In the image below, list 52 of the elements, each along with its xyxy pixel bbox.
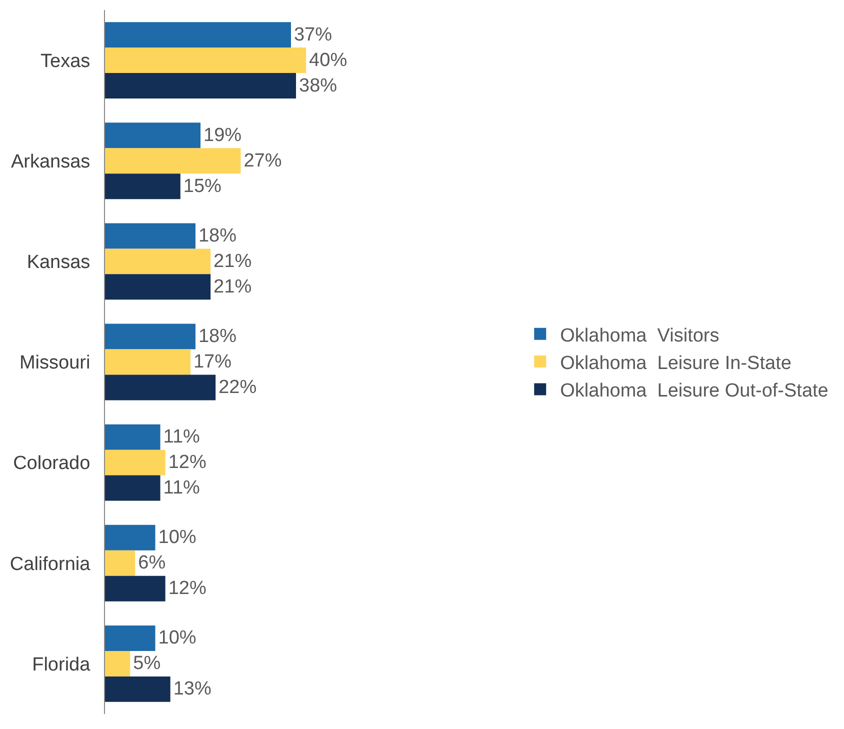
bar <box>105 148 241 174</box>
data-label: 11% <box>163 426 200 448</box>
data-label: 38% <box>299 75 338 96</box>
bar <box>105 48 306 74</box>
bar <box>105 274 211 300</box>
data-label: 10% <box>158 527 196 548</box>
bar <box>105 324 196 350</box>
bar <box>105 475 160 501</box>
bar <box>105 122 200 148</box>
bar <box>105 524 156 550</box>
bar <box>105 223 196 249</box>
data-label: 21% <box>214 250 252 272</box>
data-label: 17% <box>193 352 232 372</box>
data-label: 27% <box>244 150 282 172</box>
bar <box>105 650 130 676</box>
bar <box>105 349 190 375</box>
data-label: 13% <box>173 678 212 700</box>
y-tick-label: California <box>10 554 91 575</box>
data-label: 12% <box>168 452 206 474</box>
bar <box>105 550 136 576</box>
data-label: 40% <box>309 50 348 71</box>
legend-label: Oklahoma Visitors <box>560 325 720 346</box>
bar <box>105 374 216 400</box>
legend-label: Oklahoma Leisure Out-of-State <box>560 380 828 402</box>
y-tick-label: Kansas <box>26 252 90 274</box>
y-tick-label: Texas <box>40 50 90 72</box>
y-tick-label: Arkansas <box>10 152 90 173</box>
data-label: 10% <box>158 628 196 649</box>
y-tick-label: Colorado <box>13 453 90 474</box>
bar <box>105 450 166 476</box>
y-tick-label: Florida <box>32 654 91 676</box>
data-label: 6% <box>138 552 166 574</box>
bar <box>105 676 170 702</box>
data-label: 19% <box>204 124 242 146</box>
data-label: 11% <box>163 478 200 499</box>
data-label: 22% <box>218 376 257 398</box>
y-tick-label: Missouri <box>19 352 90 374</box>
data-label: 18% <box>198 326 237 348</box>
bar <box>105 576 166 602</box>
data-label: 15% <box>183 176 222 197</box>
legend-label: Oklahoma Leisure In-State <box>560 352 792 374</box>
bar <box>105 424 160 450</box>
data-label: 37% <box>294 24 332 46</box>
bar <box>105 248 211 274</box>
data-label: 21% <box>214 276 252 298</box>
bar <box>105 22 291 48</box>
data-label: 18% <box>198 225 237 246</box>
bar <box>105 174 180 200</box>
bar <box>105 73 296 98</box>
data-label: 12% <box>168 578 206 600</box>
bar <box>105 626 156 651</box>
data-label: 5% <box>133 653 161 674</box>
